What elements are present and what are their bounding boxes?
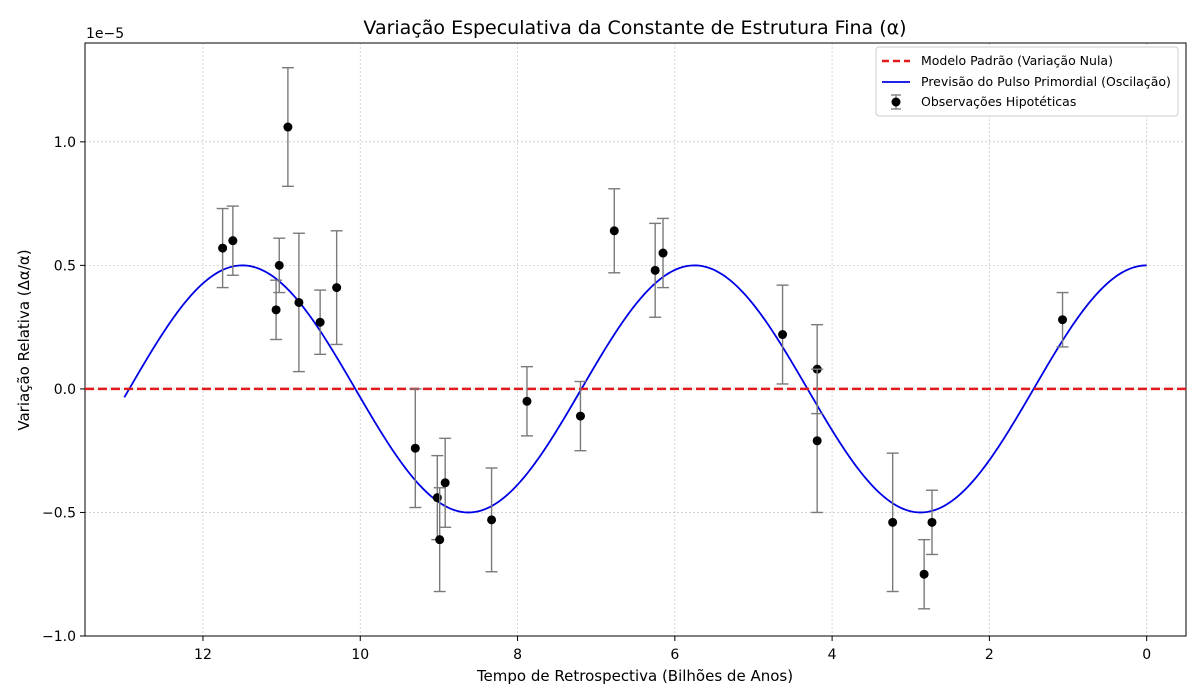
axes [80, 42, 1187, 641]
data-point-marker [283, 122, 293, 132]
observation-point [292, 232, 305, 373]
tick-labels: 12 10 8 6 4 2 0 −1.0 −0.5 0.0 0.5 1.0 [42, 135, 1151, 663]
observation-point [574, 380, 587, 452]
chart-title: Variação Especulativa da Constante de Es… [363, 17, 906, 39]
legend-point-marker [891, 97, 901, 107]
data-point-marker [432, 493, 442, 503]
x-tick-label: 4 [828, 647, 837, 663]
observation-point [925, 489, 938, 556]
observation-point [657, 217, 670, 289]
observation-point [314, 289, 327, 356]
observation-point [918, 538, 931, 610]
observation-point [485, 467, 498, 573]
data-point-marker [927, 517, 937, 527]
plot-series [85, 67, 1186, 610]
data-point-marker [218, 243, 228, 253]
observation-point [216, 207, 229, 289]
data-point-marker [919, 569, 929, 579]
data-point-marker [658, 248, 668, 258]
observation-point [1056, 291, 1069, 348]
observation-point [270, 279, 283, 341]
y-tick-label: 0.5 [54, 258, 76, 274]
observation-point [520, 365, 533, 437]
y-tick-label: −0.5 [42, 505, 76, 521]
y-tick-label: 0.0 [54, 382, 76, 398]
observation-point [776, 284, 789, 385]
data-point-marker [228, 236, 238, 246]
data-point-marker [812, 436, 822, 446]
x-tick-label: 6 [670, 647, 679, 663]
data-point-marker [332, 283, 342, 293]
data-point-marker [778, 330, 788, 340]
observation-point [330, 230, 343, 346]
data-point-marker [410, 443, 420, 453]
data-point-marker [435, 535, 445, 545]
legend-observations-label: Observações Hipotéticas [921, 94, 1076, 109]
model-curve-line [123, 264, 1147, 514]
observation-point [811, 368, 824, 514]
observation-point [281, 67, 294, 188]
data-point-marker [294, 297, 304, 307]
x-tick-label: 0 [1142, 647, 1151, 663]
plot-frame [84, 42, 1187, 637]
data-point-marker [1058, 315, 1068, 325]
observation-point [226, 205, 239, 276]
data-point-marker [888, 517, 898, 527]
y-tick-label: 1.0 [54, 135, 76, 151]
data-point-marker [575, 411, 585, 421]
y-axis-label: Variação Relativa (Δα/α) [15, 249, 33, 430]
observation-point [409, 388, 422, 509]
x-tick-label: 12 [194, 647, 212, 663]
y-tick-label: −1.0 [42, 629, 76, 645]
legend-box [875, 46, 1179, 117]
data-point-marker [271, 305, 281, 315]
y-scale-label: 1e−5 [86, 26, 124, 42]
observation-point [433, 487, 446, 593]
data-point-marker [440, 478, 450, 488]
legend-model-label: Previsão do Pulso Primordial (Oscilação) [921, 74, 1171, 89]
observation-point [273, 237, 286, 294]
observation-point [608, 188, 621, 274]
data-point-marker [522, 396, 532, 406]
data-point-marker [487, 515, 497, 525]
observation-point [886, 452, 899, 593]
x-tick-label: 2 [985, 647, 994, 663]
x-tick-label: 10 [351, 647, 369, 663]
data-point-marker [274, 260, 284, 270]
x-axis-label: Tempo de Retrospectiva (Bilhões de Anos) [476, 667, 793, 685]
legend-zero-line-label: Modelo Padrão (Variação Nula) [921, 53, 1113, 68]
data-point-marker [650, 265, 660, 275]
x-tick-label: 8 [513, 647, 522, 663]
observation-point [439, 437, 452, 528]
data-point-marker [315, 317, 325, 327]
data-point-marker [609, 226, 619, 236]
legend: Modelo Padrão (Variação Nula) Previsão d… [875, 46, 1179, 117]
observation-point [649, 222, 662, 318]
